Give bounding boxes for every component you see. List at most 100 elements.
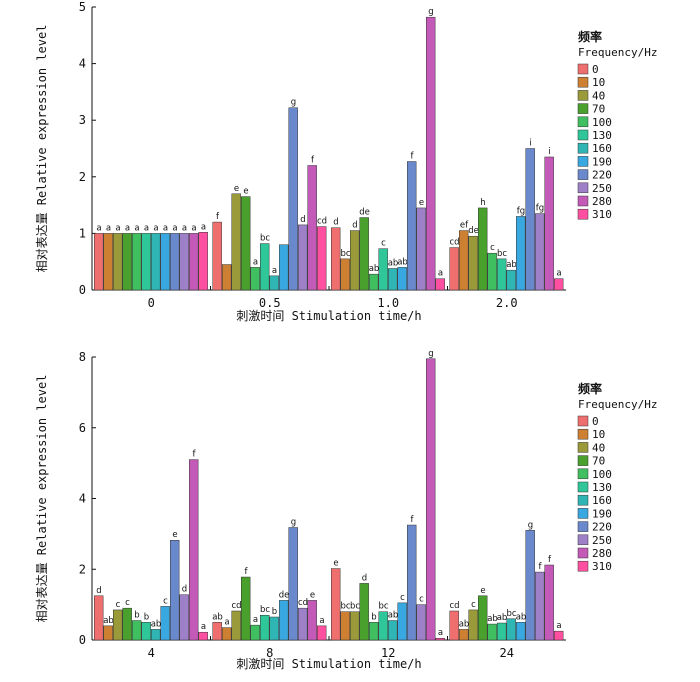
x-tick-label: 2.0	[496, 296, 518, 310]
bar-significance-label: a	[201, 622, 206, 632]
bar	[179, 233, 189, 291]
bar-significance-label: e	[172, 530, 177, 540]
bar-significance-label: i	[548, 147, 550, 157]
y-tick-label: 2	[79, 562, 86, 576]
bar	[516, 622, 526, 641]
bar-significance-label: f	[216, 212, 220, 222]
legend-label: 250	[592, 534, 612, 547]
bar	[497, 622, 507, 641]
bar-significance-label: b	[134, 611, 139, 621]
legend-title-en: Frequency/Hz	[578, 46, 657, 59]
bar-significance-label: g	[428, 349, 433, 359]
bar	[506, 269, 516, 291]
bar-significance-label: a	[134, 223, 139, 233]
bar	[407, 161, 417, 291]
legend-label: 280	[592, 547, 612, 560]
bar	[331, 227, 341, 291]
y-axis-title: 相对表达量 Relative expression level	[35, 25, 49, 273]
bar-significance-label: g	[291, 98, 296, 108]
bar-significance-label: bc	[260, 605, 270, 615]
bar-significance-label: a	[438, 269, 443, 279]
legend-label: 220	[592, 521, 612, 534]
legend-swatch	[577, 442, 589, 453]
bar	[535, 571, 545, 641]
bar-significance-label: de	[468, 226, 479, 236]
bar-significance-label: a	[556, 621, 561, 631]
y-tick-label: 0	[79, 633, 86, 647]
bar-significance-label: c	[381, 239, 386, 249]
bar-significance-label: d	[96, 586, 101, 596]
bar	[279, 244, 289, 291]
legend-swatch	[577, 560, 589, 572]
bar-significance-label: g	[528, 520, 533, 530]
bar	[478, 207, 488, 291]
bar-significance-label: g	[428, 7, 433, 17]
y-tick-label: 2	[79, 170, 86, 184]
bar-significance-label: h	[480, 198, 485, 208]
bar-significance-label: c	[125, 598, 130, 608]
legend-swatch	[577, 169, 589, 180]
y-tick-label: 6	[79, 421, 86, 435]
legend-label: 160	[592, 142, 612, 155]
bar	[141, 622, 151, 641]
bar-significance-label: cd	[449, 238, 459, 248]
bar	[260, 614, 270, 641]
y-tick-label: 8	[79, 350, 86, 364]
bar-significance-label: e	[243, 187, 248, 197]
bar-significance-label: ab	[459, 619, 470, 629]
bar	[160, 606, 170, 641]
legend-swatch	[577, 129, 589, 141]
bar-significance-label: d	[182, 585, 187, 595]
bar	[307, 165, 317, 291]
bar	[416, 604, 426, 641]
bar-significance-label: f	[411, 515, 415, 525]
bar	[449, 247, 459, 291]
bar-significance-label: a	[144, 223, 149, 233]
legend-swatch	[577, 63, 589, 75]
bar-significance-label: ef	[460, 221, 469, 231]
legend-label: 40	[592, 89, 605, 102]
bar	[94, 595, 104, 641]
legend-label: 0	[592, 415, 599, 428]
bar	[544, 564, 554, 641]
bar	[141, 233, 151, 291]
bar	[317, 625, 327, 641]
legend-swatch	[577, 428, 589, 440]
bar	[189, 459, 199, 641]
bar	[459, 629, 469, 641]
bar	[497, 258, 507, 291]
legend-swatch	[577, 142, 589, 154]
bar	[288, 107, 298, 291]
legend-title-zh: 频率	[578, 29, 602, 44]
bar	[378, 611, 388, 641]
y-tick-label: 4	[79, 57, 86, 71]
bar-significance-label: f	[411, 152, 415, 162]
bar-significance-label: ab	[151, 619, 162, 629]
bar-significance-label: a	[125, 223, 130, 233]
bar-significance-label: a	[115, 223, 120, 233]
bar-significance-label: d	[362, 573, 367, 583]
bar	[103, 233, 113, 291]
bar-significance-label: a	[253, 615, 258, 625]
bar	[250, 267, 260, 291]
bar-significance-label: g	[291, 518, 296, 528]
bar	[298, 607, 308, 641]
bar	[468, 609, 478, 641]
bar-significance-label: a	[319, 616, 324, 626]
legend-label: 40	[592, 441, 605, 454]
bar	[94, 233, 104, 291]
bar	[250, 624, 260, 641]
bar	[435, 637, 445, 641]
bar-significance-label: ab	[388, 611, 399, 621]
x-axis-title: 刺激时间 Stimulation time/h	[236, 309, 421, 323]
bar	[198, 232, 208, 291]
bar-significance-label: bc	[497, 249, 507, 259]
bar-significance-label: e	[234, 184, 239, 194]
bar	[241, 196, 251, 291]
bar	[378, 248, 388, 291]
bar-significance-label: i	[529, 139, 531, 149]
bar	[122, 233, 132, 291]
bar	[103, 625, 113, 641]
legend-label: 160	[592, 494, 612, 507]
